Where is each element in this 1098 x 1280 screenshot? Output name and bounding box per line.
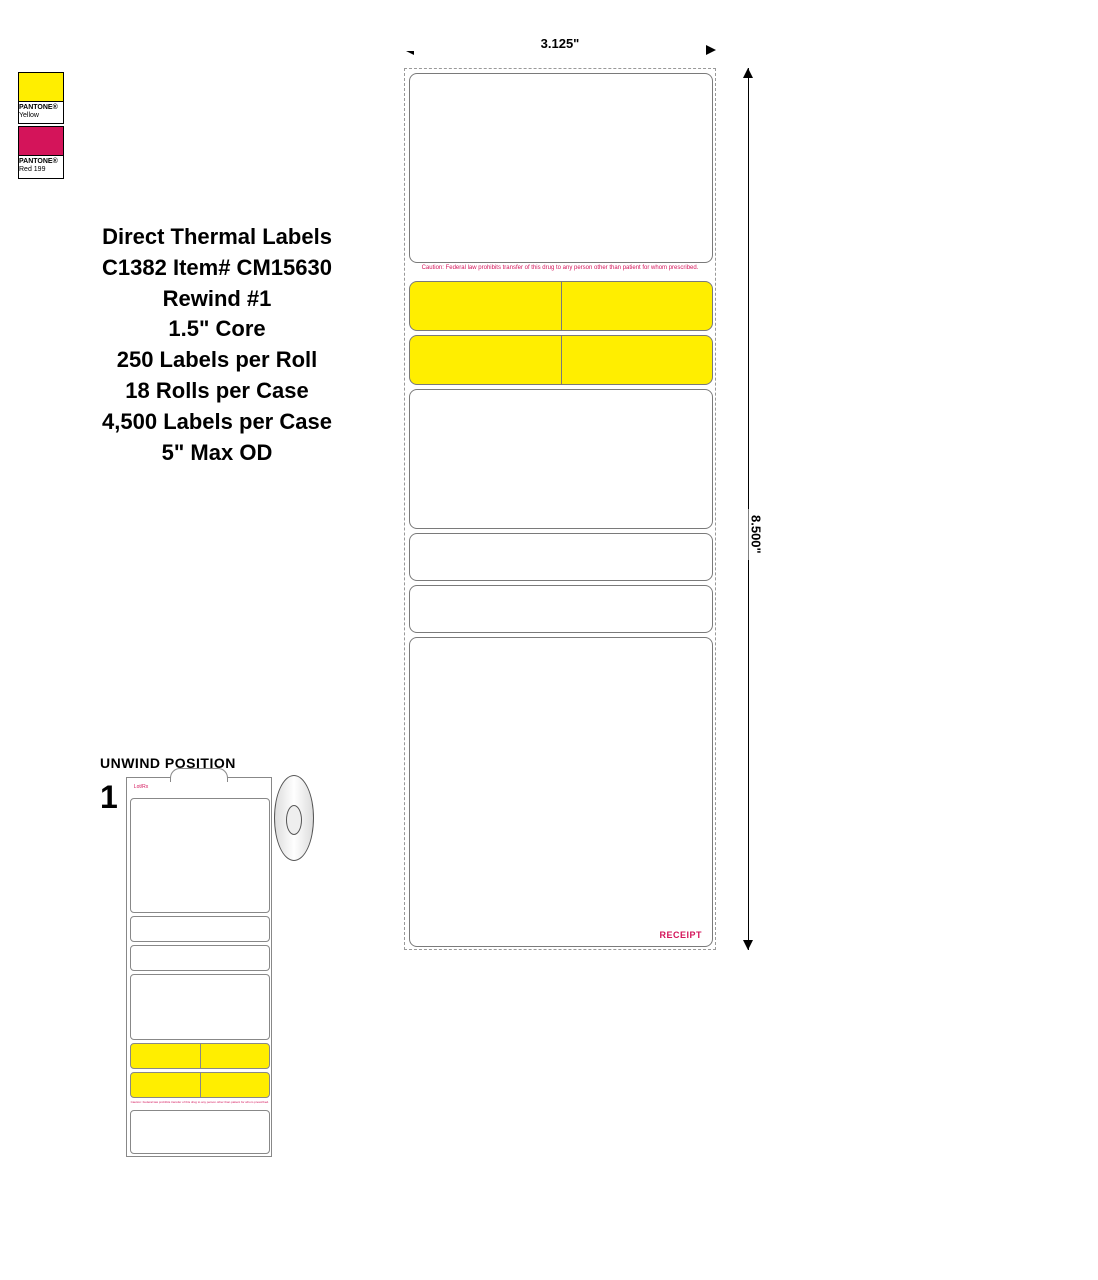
swatch-pantone: PANTONE® [19, 104, 58, 111]
swatch-yellow: PANTONE® Yellow [18, 72, 64, 124]
swatch-color-box [18, 72, 64, 102]
arrow-right-icon [706, 45, 716, 55]
width-dimension-label: 3.125" [404, 36, 716, 51]
unwind-position-block: UNWIND POSITION 1 Lot/RxCaution: Federal… [100, 755, 314, 1177]
unwind-number: 1 [100, 781, 118, 813]
label-panel [409, 73, 713, 263]
spec-line: 5" Max OD [62, 438, 372, 469]
yellow-label-pair [130, 1043, 270, 1069]
height-dimension: 8.500" [738, 68, 758, 950]
spec-line: C1382 Item# CM15630 [62, 253, 372, 284]
label-panel [409, 585, 713, 633]
label-panel [130, 974, 270, 1040]
swatch-red: PANTONE® Red 199 [18, 126, 64, 178]
arrow-down-icon [743, 940, 753, 950]
label-die-outline: Caution: Federal law prohibits transfer … [404, 68, 716, 950]
unwind-roll-illustration: Lot/Rx Caution: Federal law prohibits tra… [126, 777, 314, 1177]
label-panel [130, 1110, 270, 1154]
receipt-panel: RECEIPT [409, 637, 713, 947]
strip-tab [170, 768, 228, 782]
spec-line: Direct Thermal Labels [62, 222, 372, 253]
height-dimension-label: 8.500" [749, 509, 764, 560]
spec-line: 250 Labels per Roll [62, 345, 372, 376]
label-panel [130, 916, 270, 942]
spec-line: 18 Rolls per Case [62, 376, 372, 407]
label-panel [130, 945, 270, 971]
small-red-text: Lot/Rx [130, 784, 270, 796]
swatch-color-name: Yellow [19, 112, 39, 119]
spec-line: 4,500 Labels per Case [62, 407, 372, 438]
yellow-label-pair [409, 335, 713, 385]
roll-core [286, 805, 302, 835]
swatch-color-name: Red 199 [19, 166, 45, 173]
product-spec-block: Direct Thermal LabelsC1382 Item# CM15630… [62, 222, 372, 468]
color-swatch-legend: PANTONE® Yellow PANTONE® Red 199 [18, 72, 64, 179]
unwind-label-strip: Lot/Rx Caution: Federal law prohibits tra… [126, 777, 272, 1157]
caution-text: Caution: Federal law prohibits transfer … [405, 265, 715, 271]
receipt-text: RECEIPT [659, 930, 702, 940]
swatch-color-box [18, 126, 64, 156]
width-dimension: 3.125" [404, 40, 716, 60]
swatch-label: PANTONE® Yellow [18, 102, 64, 124]
label-panel [409, 389, 713, 529]
swatch-label: PANTONE® Red 199 [18, 156, 64, 178]
yellow-label-pair [409, 281, 713, 331]
spec-line: 1.5" Core [62, 314, 372, 345]
caution-text-small: Caution: Federal law prohibits transfer … [130, 1100, 270, 1108]
spec-line: Rewind #1 [62, 284, 372, 315]
label-diagram: Caution: Federal law prohibits transfer … [404, 68, 716, 950]
label-panel [130, 798, 270, 913]
swatch-pantone: PANTONE® [19, 158, 58, 165]
label-panel [409, 533, 713, 581]
yellow-label-pair [130, 1072, 270, 1098]
